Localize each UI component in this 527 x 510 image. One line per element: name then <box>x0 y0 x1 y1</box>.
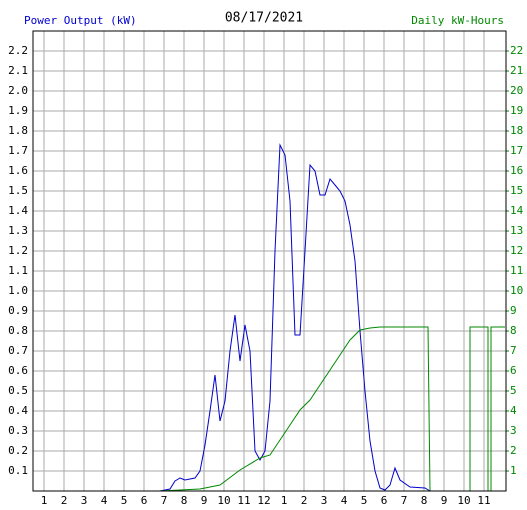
y2-tick-label: 17 <box>510 144 523 157</box>
x-tick-label: 9 <box>441 494 448 507</box>
y-tick-label: 0.6 <box>8 364 28 377</box>
plot-frame <box>32 30 507 492</box>
y-tick-label: 2.2 <box>8 44 28 57</box>
x-tick-label: 2 <box>61 494 68 507</box>
y-tick-label: 2.1 <box>8 64 28 77</box>
chart-title: 08/17/2021 <box>225 11 303 26</box>
x-tick-label: 11 <box>237 494 250 507</box>
x-tick-label: 5 <box>361 494 368 507</box>
y-axis-title: Power Output (kW) <box>24 14 137 27</box>
y2-tick-label: 6 <box>510 364 517 377</box>
y-tick-label: 1.7 <box>8 144 28 157</box>
y-tick-label: 0.5 <box>8 384 28 397</box>
y-tick-label: 1.8 <box>8 124 28 137</box>
x-tick-label: 6 <box>141 494 148 507</box>
series-line <box>159 143 431 492</box>
x-tick-label: 9 <box>201 494 208 507</box>
y-tick-label: 0.9 <box>8 304 28 317</box>
y2-tick-label: 18 <box>510 124 523 137</box>
y2-tick-label: 20 <box>510 84 523 97</box>
y-tick-label: 0.3 <box>8 424 28 437</box>
y-tick-label: 0.7 <box>8 344 28 357</box>
y-tick-label: 0.8 <box>8 324 28 337</box>
x-tick-label: 7 <box>401 494 408 507</box>
y2-tick-label: 8 <box>510 324 517 337</box>
y2-tick-label: 22 <box>510 44 523 57</box>
y-tick-label: 1.6 <box>8 164 28 177</box>
y2-tick-label: 7 <box>510 344 517 357</box>
y-tick-label: 1.9 <box>8 104 28 117</box>
x-tick-label: 8 <box>181 494 188 507</box>
y-tick-label: 1.5 <box>8 184 28 197</box>
y-tick-label: 0.1 <box>8 464 28 477</box>
y2-tick-label: 4 <box>510 404 517 417</box>
x-tick-label: 2 <box>301 494 308 507</box>
y-tick-label: 2.0 <box>8 84 28 97</box>
x-tick-label: 10 <box>217 494 230 507</box>
grid <box>33 31 509 491</box>
y-tick-label: 1.2 <box>8 244 28 257</box>
plot <box>159 143 505 492</box>
x-tick-label: 11 <box>477 494 490 507</box>
y2-tick-label: 11 <box>510 264 523 277</box>
y2-tick-label: 12 <box>510 244 523 257</box>
y2-tick-label: 5 <box>510 384 517 397</box>
y2-tick-label: 14 <box>510 204 524 217</box>
y-tick-label: 1.1 <box>8 264 28 277</box>
y2-tick-label: 10 <box>510 284 523 297</box>
x-tick-label: 4 <box>341 494 348 507</box>
y2-tick-label: 13 <box>510 224 523 237</box>
y-tick-label: 1.4 <box>8 204 28 217</box>
x-tick-label: 12 <box>257 494 270 507</box>
y2-axis-title: Daily kW-Hours <box>411 14 504 27</box>
y-tick-label: 1.3 <box>8 224 28 237</box>
y2-tick-label: 19 <box>510 104 523 117</box>
x-tick-label: 4 <box>101 494 108 507</box>
y2-tick-label: 1 <box>510 464 517 477</box>
y2-tick-label: 2 <box>510 444 517 457</box>
y2-tick-label: 15 <box>510 184 523 197</box>
y2-tick-label: 9 <box>510 304 517 317</box>
series-line <box>159 326 505 492</box>
x-tick-label: 1 <box>41 494 48 507</box>
x-tick-label: 3 <box>81 494 88 507</box>
y2-tick-label: 21 <box>510 64 523 77</box>
y-tick-label: 1.0 <box>8 284 28 297</box>
y-tick-label: 0.2 <box>8 444 28 457</box>
y2-tick-label: 16 <box>510 164 523 177</box>
x-tick-label: 10 <box>457 494 470 507</box>
y2-tick-label: 3 <box>510 424 517 437</box>
x-tick-label: 5 <box>121 494 128 507</box>
x-tick-label: 8 <box>421 494 428 507</box>
x-tick-label: 3 <box>321 494 328 507</box>
x-tick-label: 6 <box>381 494 388 507</box>
x-tick-label: 7 <box>161 494 168 507</box>
y-tick-label: 0.4 <box>8 404 28 417</box>
x-tick-label: 1 <box>281 494 288 507</box>
